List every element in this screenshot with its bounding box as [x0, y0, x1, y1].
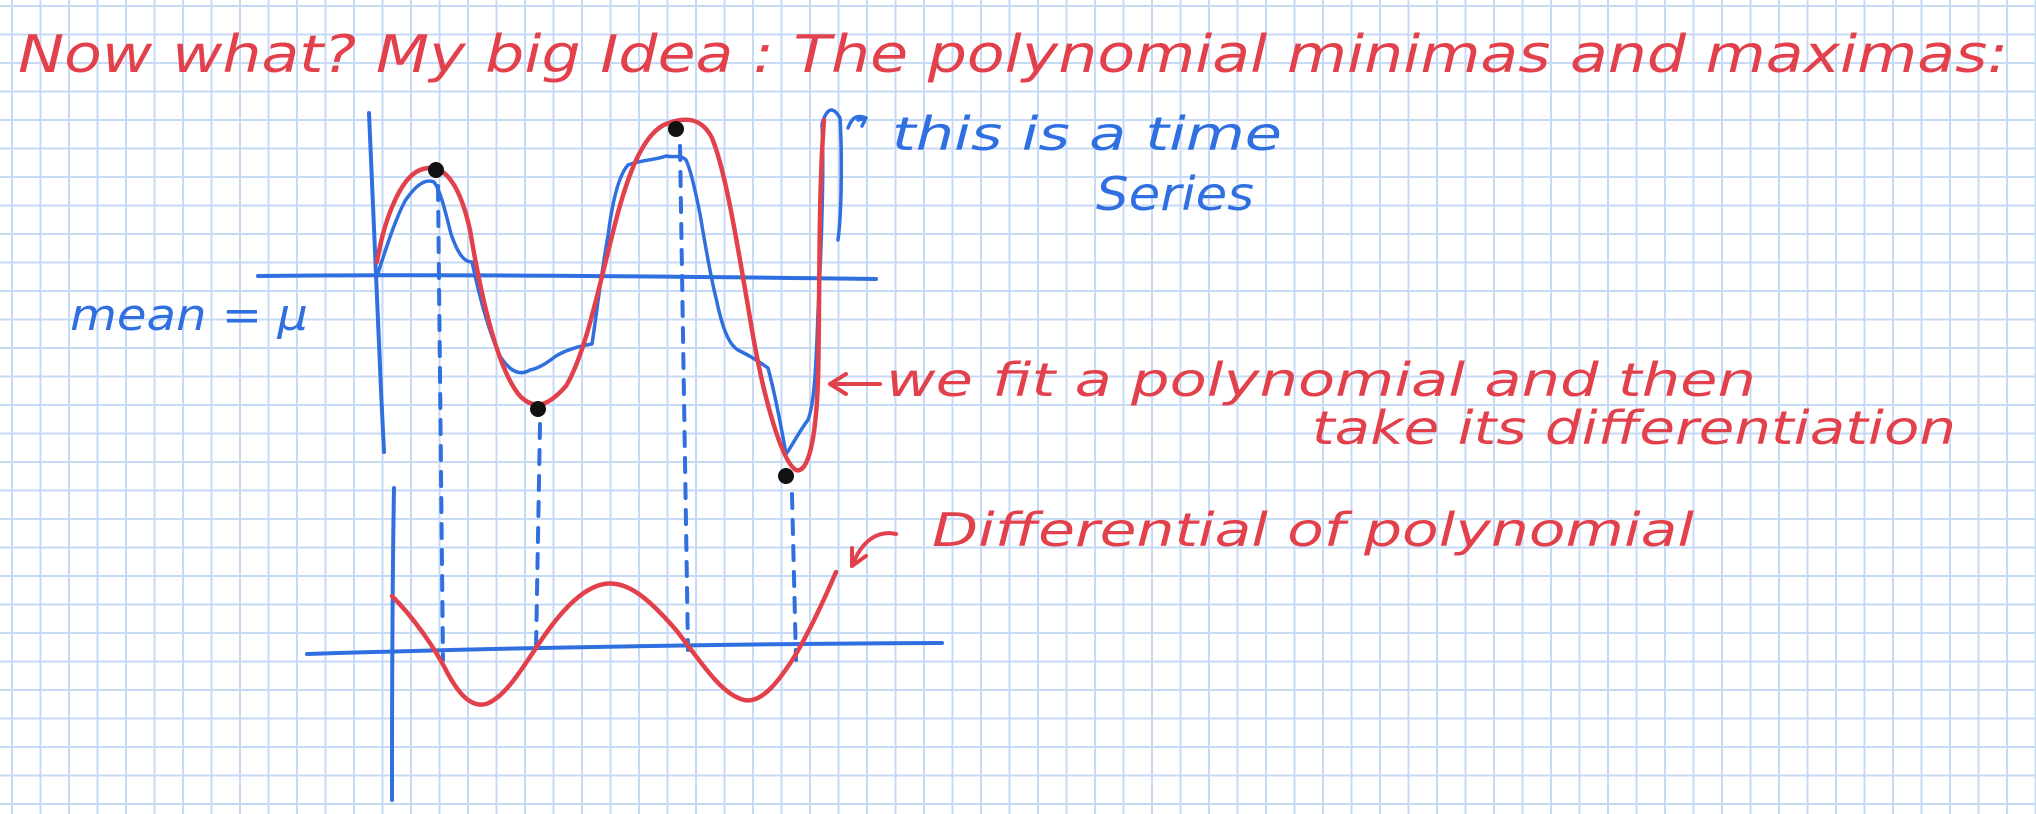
time-series-annotation: this is a time Series	[846, 107, 1282, 221]
heading-text: Now what? My big Idea : The polynomial m…	[18, 25, 2008, 85]
connector-line-2	[534, 422, 542, 652]
extrema-connector-lines	[436, 144, 798, 662]
minimum-point-1	[530, 401, 546, 417]
polynomial-fit-annotation: we fit a polynomial and then take its di…	[828, 353, 1956, 455]
curly-arrow-icon	[846, 114, 868, 130]
maximum-point-2	[668, 121, 684, 137]
mean-line	[256, 273, 878, 281]
time-series-label-line2: Series	[1096, 167, 1254, 221]
differential-annotation: Differential of polynomial	[850, 503, 1694, 568]
fit-label-line1: we fit a polynomial and then	[886, 353, 1756, 407]
mean-label: mean = μ	[70, 290, 308, 341]
connector-line-1	[436, 184, 445, 662]
arrow-left-icon	[828, 372, 882, 396]
polynomial-fit-curve	[374, 117, 827, 473]
differential-label: Differential of polynomial	[932, 503, 1694, 557]
lower-y-axis	[390, 486, 396, 802]
derivative-curve	[389, 569, 839, 707]
fit-label-line2: take its differentiation	[1312, 401, 1956, 455]
connector-line-3	[678, 144, 690, 652]
minimum-point-2	[778, 468, 794, 484]
time-series-plot	[256, 108, 878, 484]
connector-line-4	[790, 492, 798, 662]
lower-x-axis	[305, 641, 944, 656]
time-series-curve	[375, 108, 844, 456]
derivative-plot	[305, 486, 944, 802]
time-series-label-line1: this is a time	[892, 107, 1282, 161]
maximum-point-1	[428, 162, 444, 178]
upper-y-axis	[367, 111, 386, 454]
curly-arrow-down-icon	[850, 531, 898, 568]
